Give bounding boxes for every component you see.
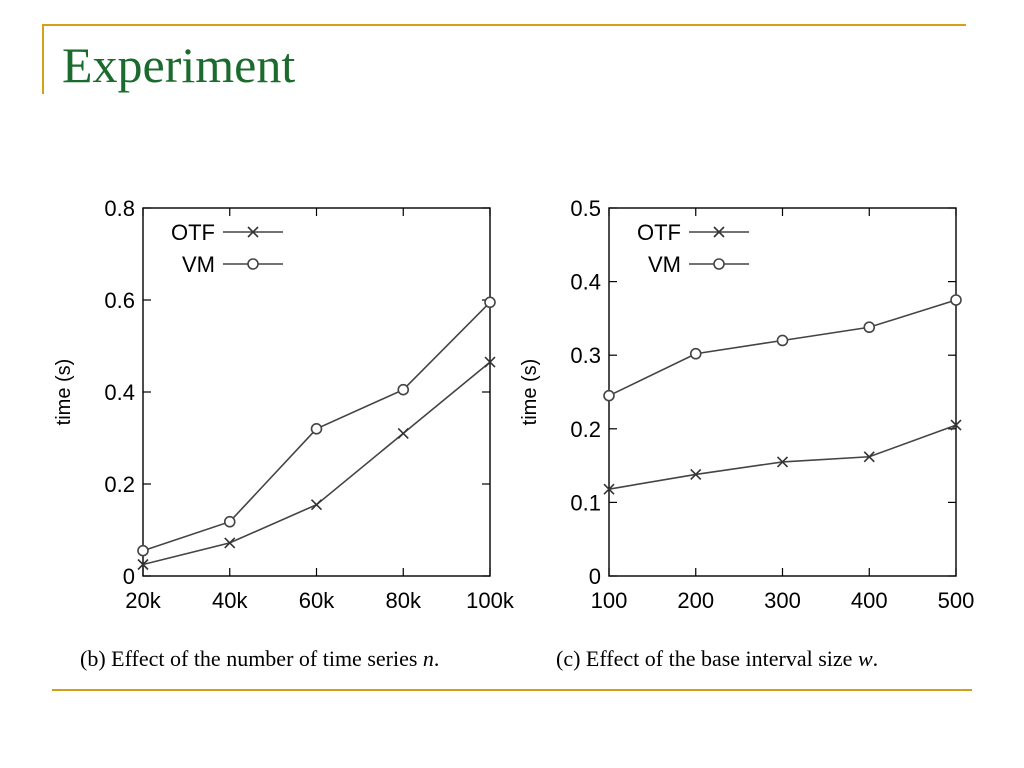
data-point-otf	[310, 499, 323, 511]
data-point-otf	[603, 483, 615, 495]
legend-marker-vm	[247, 258, 259, 270]
y-tick-label: 0	[123, 564, 135, 589]
data-point-otf	[950, 419, 962, 431]
x-tick-label: 20k	[125, 588, 161, 613]
top-divider	[44, 24, 966, 26]
y-tick-label: 0.4	[570, 270, 601, 295]
data-point-vm	[223, 515, 236, 528]
chart-time-vs-interval-size: 0 0.1 0.2 0.3 0.4 0.5 100 200 300 400 500 time (s) O…	[519, 196, 975, 613]
data-point-otf	[690, 468, 702, 480]
data-point-otf	[224, 537, 236, 549]
data-point-vm	[689, 347, 702, 360]
y-tick-label: 0	[589, 564, 601, 589]
legend-label-vm: VM	[182, 252, 215, 277]
chart-c-caption-var: w	[857, 646, 873, 671]
x-tick-label: 80k	[386, 588, 422, 613]
chart-b-caption-prefix: (b) Effect of the number of time series	[80, 646, 418, 671]
chart-c-caption: (c) Effect of the base interval size w.	[556, 646, 878, 672]
chart-c-caption-prefix: (c) Effect of the base interval size	[556, 646, 853, 671]
chart-time-vs-num-series: 0 0.2 0.4 0.6 0.8 20k 40k 60k 80k 100k time (s) OTF…	[53, 196, 515, 613]
y-tick-label: 0.4	[104, 380, 135, 405]
chart-b-caption: (b) Effect of the number of time series …	[80, 646, 439, 672]
y-axis-label: time (s)	[519, 359, 541, 426]
legend-marker-otf	[713, 226, 725, 238]
data-point-vm	[137, 544, 149, 557]
x-tick-label: 100	[591, 588, 628, 613]
x-tick-label: 40k	[212, 588, 248, 613]
y-tick-label: 0.1	[570, 490, 601, 515]
x-tick-label: 60k	[299, 588, 335, 613]
y-tick-label: 0.3	[570, 343, 601, 368]
series-line-otf	[608, 424, 957, 490]
x-tick-label: 500	[938, 588, 975, 613]
data-point-otf	[484, 356, 496, 368]
data-point-vm	[603, 389, 615, 402]
y-tick-label: 0.2	[104, 472, 135, 497]
y-tick-label: 0.6	[104, 288, 135, 313]
y-tick-label: 0.2	[570, 417, 601, 442]
data-point-vm	[310, 423, 323, 435]
legend-label-vm: VM	[648, 252, 681, 277]
legend-label-otf: OTF	[637, 220, 681, 245]
legend-marker-otf	[247, 226, 259, 238]
chart-c-caption-suffix: .	[872, 646, 879, 671]
bottom-divider	[52, 689, 972, 691]
x-tick-label: 100k	[466, 588, 515, 613]
data-point-vm	[863, 321, 876, 334]
data-point-otf	[776, 456, 789, 468]
y-axis-label: time (s)	[53, 359, 75, 426]
data-point-vm	[484, 296, 496, 309]
data-point-vm	[397, 383, 410, 396]
data-point-otf	[863, 451, 875, 463]
legend-marker-vm	[713, 258, 725, 270]
x-tick-label: 200	[677, 588, 714, 613]
chart-b-caption-suffix: .	[433, 646, 440, 671]
slide-title: Experiment	[62, 37, 296, 93]
data-point-vm	[950, 294, 962, 306]
chart-b-caption-var: n	[422, 646, 434, 671]
x-tick-label: 300	[764, 588, 801, 613]
title-accent-bar	[42, 24, 44, 94]
y-tick-label: 0.5	[570, 196, 601, 221]
data-point-vm	[776, 334, 789, 347]
series-line-vm	[608, 299, 957, 397]
legend-label-otf: OTF	[171, 220, 215, 245]
data-point-otf	[137, 558, 149, 571]
y-tick-label: 0.8	[104, 196, 135, 221]
data-point-otf	[397, 427, 409, 439]
x-tick-label: 400	[851, 588, 888, 613]
